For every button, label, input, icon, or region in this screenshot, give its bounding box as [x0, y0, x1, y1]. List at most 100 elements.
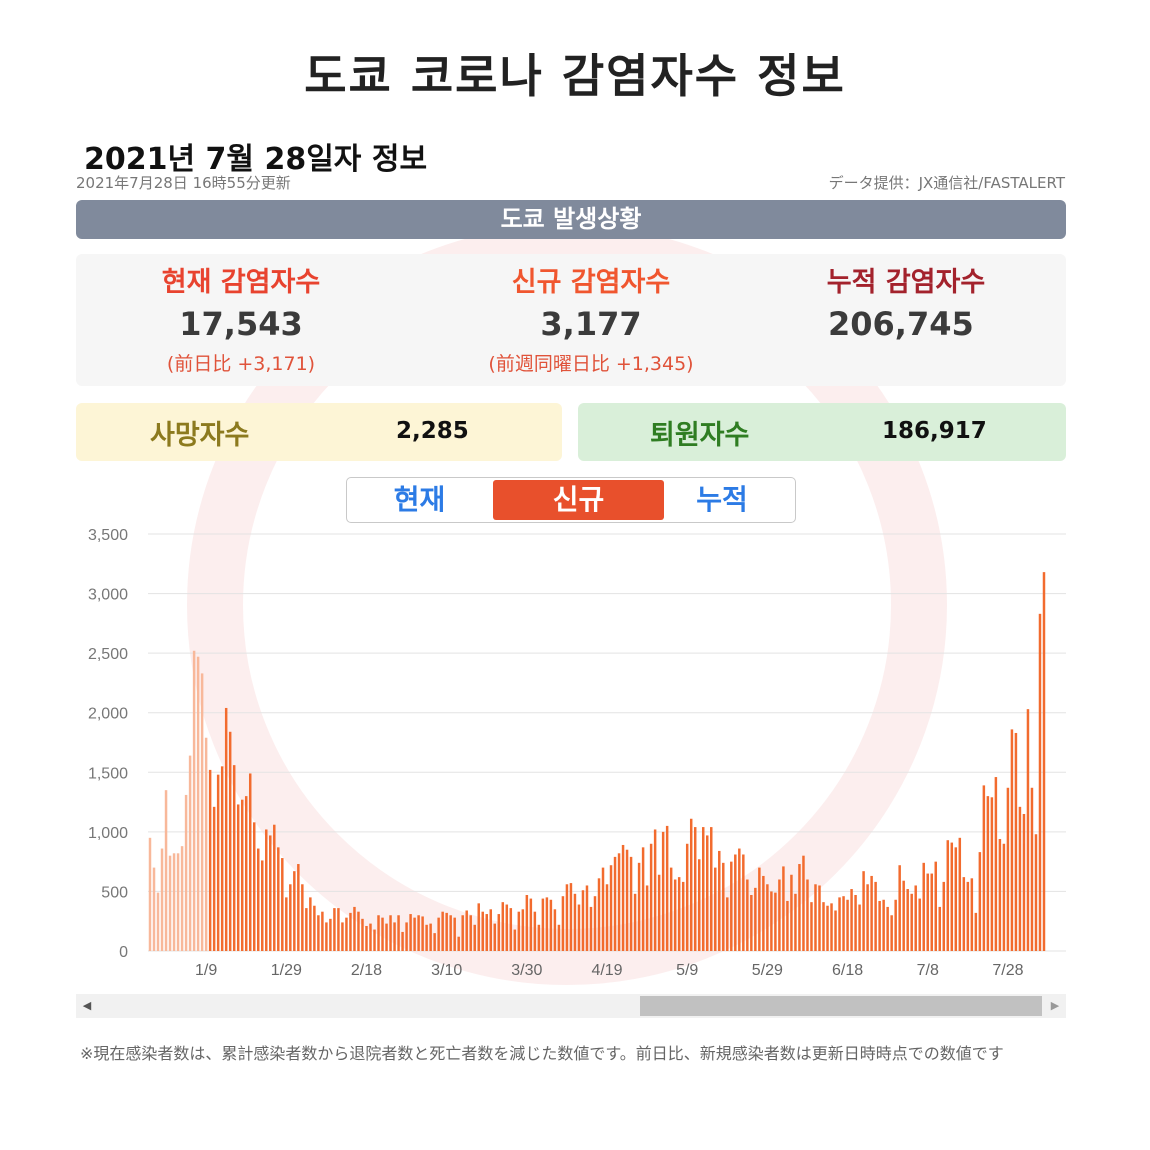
bar — [228, 731, 232, 951]
y-tick-label: 2,000 — [88, 706, 128, 723]
bar — [321, 911, 324, 951]
tab-total[interactable]: 누적 — [696, 483, 748, 516]
bar — [782, 866, 785, 951]
bar — [493, 923, 497, 951]
bar — [212, 806, 216, 951]
bar — [349, 912, 352, 951]
bar — [421, 916, 424, 951]
bar — [549, 899, 553, 951]
bar — [862, 871, 865, 951]
bar — [381, 917, 384, 951]
scrollbar-thumb[interactable] — [640, 996, 1042, 1016]
section-banner: 도쿄 발생상황 — [76, 200, 1066, 239]
bar — [974, 912, 978, 951]
bar — [601, 867, 605, 951]
chart-scrollbar[interactable]: ◀ ▶ — [76, 994, 1066, 1018]
bar — [954, 847, 958, 951]
bar — [553, 909, 557, 951]
bar — [361, 918, 364, 951]
bar — [301, 884, 304, 951]
bar — [633, 893, 637, 951]
bar — [701, 827, 705, 951]
bar — [866, 884, 869, 951]
bar — [673, 879, 677, 951]
bar — [445, 912, 448, 951]
report-date-heading: 2021년 7월 28일자 정보 — [84, 142, 428, 177]
new-cases-stat: 신규 감염자수 3,177 (前週同曜日比 +1,345) — [406, 254, 776, 376]
bar — [489, 909, 493, 951]
data-source: データ提供：JX通信社/FASTALERT — [828, 174, 1065, 192]
bar — [453, 917, 456, 951]
x-tick-label: 1/29 — [271, 962, 302, 979]
bar — [770, 891, 773, 951]
bar — [261, 860, 264, 951]
bar — [377, 915, 380, 951]
bar — [641, 847, 645, 951]
bar — [425, 924, 428, 951]
bar — [148, 837, 152, 951]
bar — [184, 794, 188, 951]
bar — [621, 844, 625, 951]
current-cases-diff: (前日比 +3,171) — [166, 353, 316, 375]
bar — [208, 769, 212, 951]
bar — [369, 923, 372, 951]
bar — [970, 878, 974, 951]
x-tick-label: 5/9 — [676, 962, 698, 979]
page-title: 도쿄 코로나 감염자수 정보 — [304, 49, 846, 103]
bar — [874, 881, 877, 951]
bar — [942, 881, 946, 951]
bar — [762, 875, 765, 951]
bar — [433, 933, 436, 951]
bar — [413, 917, 416, 951]
recovered-value: 186,917 — [882, 418, 987, 444]
bar — [685, 843, 689, 951]
bar — [429, 923, 432, 951]
bar — [750, 895, 753, 951]
bar — [257, 848, 260, 951]
current-cases-value: 17,543 — [179, 305, 303, 343]
bar — [926, 873, 929, 951]
bar — [457, 936, 460, 951]
recovered-label: 퇴원자수 — [650, 420, 750, 451]
bar — [653, 829, 657, 951]
scroll-right-arrow-icon[interactable]: ▶ — [1050, 999, 1060, 1012]
bar — [437, 917, 440, 951]
scroll-left-arrow-icon[interactable]: ◀ — [82, 999, 92, 1012]
y-tick-label: 3,000 — [88, 587, 128, 604]
tab-current[interactable]: 현재 — [393, 483, 446, 516]
x-tick-label: 5/29 — [752, 962, 783, 979]
bar — [252, 822, 256, 951]
bar — [313, 905, 316, 951]
bar — [441, 911, 444, 951]
bar — [597, 878, 601, 951]
bar — [842, 896, 845, 951]
footnote: ※現在感染者数は、累計感染者数から退院者数と死亡者数を減じた数値です。前日比、新… — [80, 1044, 1004, 1063]
bar — [573, 893, 577, 951]
bar — [629, 856, 633, 951]
bar — [778, 879, 781, 951]
bar — [305, 908, 308, 951]
y-tick-label: 2,500 — [88, 646, 128, 663]
new-cases-value: 3,177 — [540, 305, 642, 343]
bar — [1030, 787, 1034, 951]
bar — [894, 899, 897, 951]
bar — [730, 861, 733, 951]
bar — [232, 765, 236, 951]
bar — [501, 902, 505, 951]
bar — [325, 922, 328, 951]
bar — [561, 896, 565, 951]
bar — [649, 843, 653, 951]
bar — [345, 917, 348, 951]
bar — [1006, 787, 1010, 951]
bar — [309, 897, 312, 951]
tab-new[interactable]: 신규 — [493, 480, 664, 520]
bar — [790, 874, 793, 951]
bar — [990, 797, 994, 951]
bar — [798, 864, 801, 951]
bar — [681, 881, 685, 951]
update-timestamp: 2021年7月28日 16時55分更新 — [76, 174, 291, 192]
bar — [902, 880, 905, 951]
bar — [469, 915, 472, 951]
bar — [910, 893, 913, 951]
